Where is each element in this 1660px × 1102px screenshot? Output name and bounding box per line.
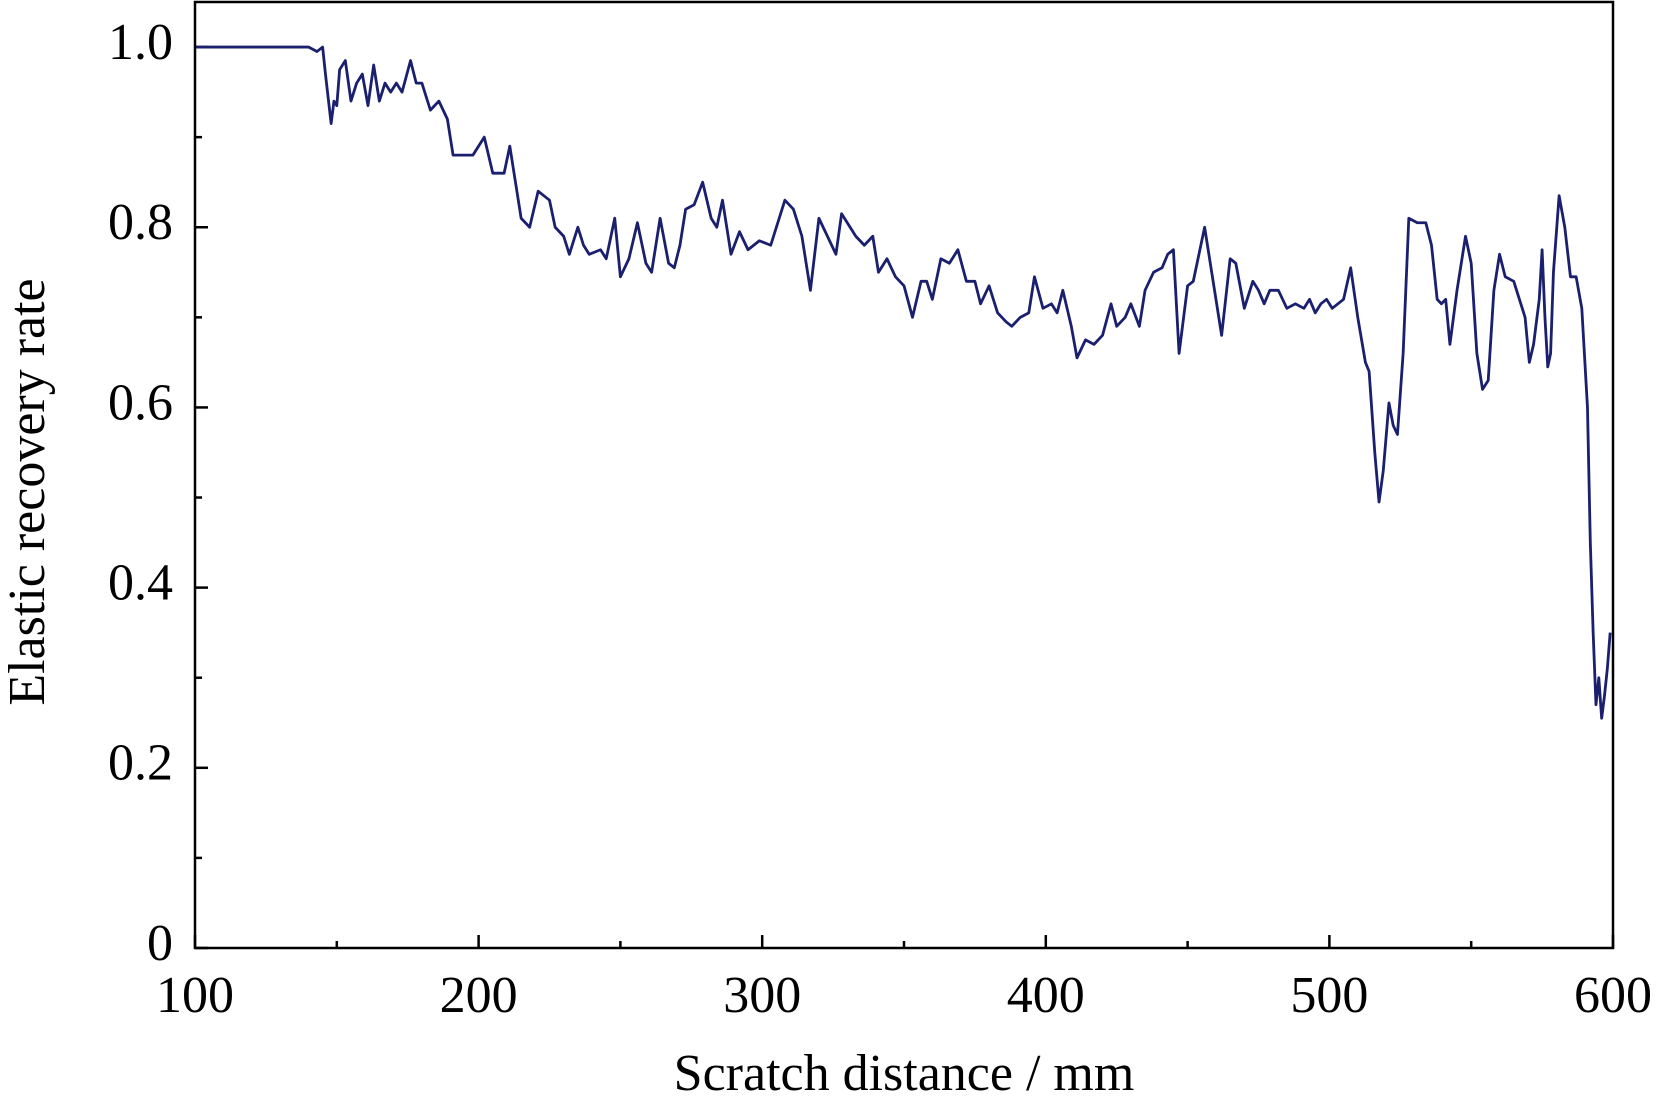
y-tick-label: 1.0 — [108, 14, 173, 71]
y-tick-label: 0.6 — [108, 374, 173, 431]
x-tick-label: 400 — [1007, 967, 1085, 1024]
x-axis-title: Scratch distance / mm — [674, 1045, 1135, 1102]
x-tick-label: 300 — [723, 967, 801, 1024]
x-tick-label: 600 — [1574, 967, 1652, 1024]
y-tick-label: 0.4 — [108, 555, 173, 612]
y-tick-label: 0.8 — [108, 194, 173, 251]
x-tick-label: 100 — [156, 967, 234, 1024]
y-tick-label: 0.2 — [108, 735, 173, 792]
x-tick-label: 500 — [1290, 967, 1368, 1024]
x-tick-label: 200 — [440, 967, 518, 1024]
plot-frame — [193, 0, 1615, 950]
data-line — [195, 45, 1612, 720]
y-tick-label: 0 — [147, 915, 173, 972]
y-axis-title: Elastic recovery rate — [0, 278, 56, 705]
